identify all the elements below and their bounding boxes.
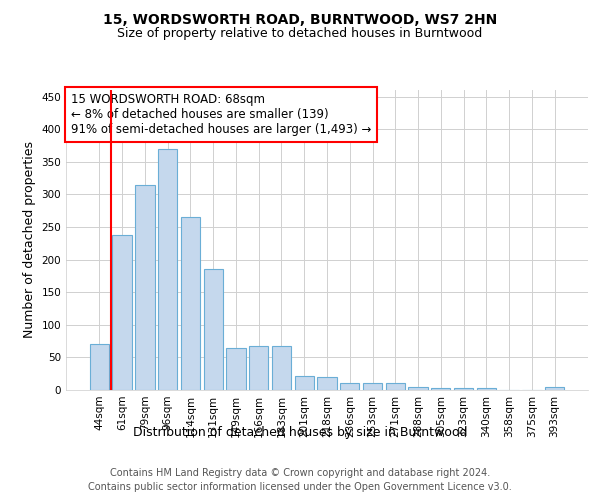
Bar (135, 184, 155, 390)
Text: 15, WORDSWORTH ROAD, BURNTWOOD, WS7 2HN: 15, WORDSWORTH ROAD, BURNTWOOD, WS7 2HN (103, 12, 497, 26)
Bar (545, 388, 564, 390)
Text: 15 WORDSWORTH ROAD: 68sqm
← 8% of detached houses are smaller (139)
91% of semi-: 15 WORDSWORTH ROAD: 68sqm ← 8% of detach… (71, 93, 371, 136)
Bar (90, 344, 109, 390)
Y-axis label: Number of detached properties: Number of detached properties (23, 142, 36, 338)
Bar (340, 384, 359, 390)
Bar (454, 388, 473, 390)
Bar (317, 377, 337, 390)
Bar (272, 346, 291, 390)
Text: Distribution of detached houses by size in Burntwood: Distribution of detached houses by size … (133, 426, 467, 439)
Bar (158, 148, 178, 390)
Bar (431, 388, 451, 390)
Text: Contains public sector information licensed under the Open Government Licence v3: Contains public sector information licen… (88, 482, 512, 492)
Bar (409, 386, 428, 390)
Bar (181, 217, 200, 390)
Bar (363, 384, 382, 390)
Bar (203, 270, 223, 390)
Bar (386, 384, 405, 390)
Bar (112, 236, 132, 390)
Text: Size of property relative to detached houses in Burntwood: Size of property relative to detached ho… (118, 28, 482, 40)
Bar (249, 346, 268, 390)
Bar (476, 388, 496, 390)
Bar (295, 376, 314, 390)
Text: Contains HM Land Registry data © Crown copyright and database right 2024.: Contains HM Land Registry data © Crown c… (110, 468, 490, 477)
Bar (226, 348, 245, 390)
